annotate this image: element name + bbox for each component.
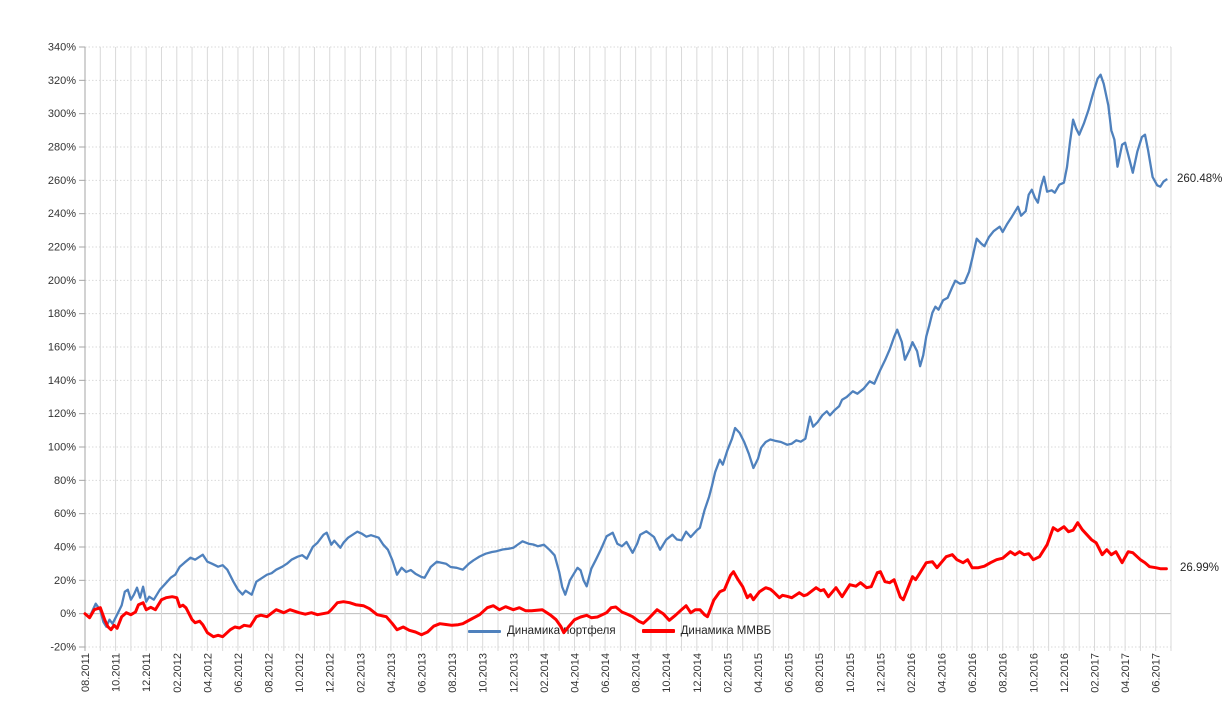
y-axis-label: 300%	[48, 108, 76, 120]
x-axis-label: 12.2014	[692, 653, 704, 693]
y-axis-label: 320%	[48, 75, 76, 87]
x-axis-label: 10.2011	[111, 653, 123, 692]
y-axis-label: -20%	[50, 642, 76, 654]
x-axis-label: 04.2014	[569, 653, 581, 693]
y-axis-label: 0%	[60, 608, 76, 620]
x-axis-label: 04.2017	[1120, 653, 1132, 693]
y-axis-label: 20%	[54, 575, 76, 587]
x-axis-label: 12.2013	[508, 653, 520, 693]
x-axis-label: 12.2011	[141, 653, 153, 692]
legend-line-mmvb-icon	[641, 629, 675, 633]
x-axis-label: 04.2013	[386, 653, 398, 693]
x-axis-label: 02.2013	[355, 653, 367, 693]
x-axis-label: 10.2015	[845, 653, 857, 693]
x-axis-label: 02.2014	[539, 653, 551, 693]
x-axis-label: 12.2016	[1059, 653, 1071, 693]
y-axis-label: 100%	[48, 442, 76, 454]
y-axis-label: 340%	[48, 42, 76, 54]
x-axis-label: 06.2014	[600, 653, 612, 693]
chart-legend: Динамика портфеля Динамика ММВБ	[468, 624, 771, 638]
y-axis-label: 160%	[48, 342, 76, 354]
x-axis-label: 06.2017	[1151, 653, 1163, 693]
x-axis-label: 08.2013	[447, 653, 459, 693]
legend-item-portfolio: Динамика портфеля	[468, 624, 616, 638]
x-axis-label: 04.2015	[753, 653, 765, 693]
x-axis-label: 02.2015	[722, 653, 734, 693]
x-axis-label: 12.2015	[875, 653, 887, 693]
x-axis-label: 10.2014	[661, 653, 673, 693]
legend-label-portfolio: Динамика портфеля	[507, 625, 616, 637]
legend-label-mmvb: Динамика ММВБ	[680, 625, 772, 637]
y-axis-label: 260%	[48, 175, 76, 187]
x-axis-label: 12.2012	[325, 653, 337, 693]
y-axis-label: 80%	[54, 475, 76, 487]
y-axis-label: 240%	[48, 208, 76, 220]
end-label-mmvb: 26.99%	[1180, 561, 1220, 574]
series-line-0	[83, 73, 1168, 628]
x-axis-label: 10.2016	[1028, 653, 1040, 693]
y-axis-label: 120%	[48, 408, 76, 420]
x-axis-label: 10.2013	[478, 653, 490, 693]
y-axis-label: 200%	[48, 275, 76, 287]
legend-item-mmvb: Динамика ММВБ	[641, 624, 772, 638]
y-axis-label: 220%	[48, 242, 76, 254]
x-axis-label: 04.2016	[937, 653, 949, 693]
x-axis-label: 08.2015	[814, 653, 826, 693]
x-axis-label: 02.2017	[1090, 653, 1102, 693]
x-axis-label: 06.2015	[784, 653, 796, 693]
y-axis-label: 140%	[48, 375, 76, 387]
x-axis-label: 10.2012	[294, 653, 306, 693]
x-axis-label: 06.2013	[417, 653, 429, 693]
series-line-1	[83, 521, 1168, 639]
x-axis-label: 04.2012	[202, 653, 214, 693]
x-axis-label: 08.2012	[264, 653, 276, 693]
x-axis-label: 06.2012	[233, 653, 245, 693]
x-axis-label: 08.2011	[80, 653, 92, 692]
y-axis-label: 40%	[54, 542, 76, 554]
x-axis-label: 08.2016	[998, 653, 1010, 693]
x-axis-label: 02.2012	[172, 653, 184, 693]
legend-line-portfolio-icon	[468, 629, 501, 633]
y-axis-label: 60%	[54, 508, 76, 520]
x-axis-label: 06.2016	[967, 653, 979, 693]
y-axis-label: 180%	[48, 308, 76, 320]
x-axis-label: 08.2014	[631, 653, 643, 693]
y-axis-label: 280%	[48, 142, 76, 154]
x-axis-label: 02.2016	[906, 653, 918, 693]
end-label-portfolio: 260.48%	[1177, 172, 1223, 185]
